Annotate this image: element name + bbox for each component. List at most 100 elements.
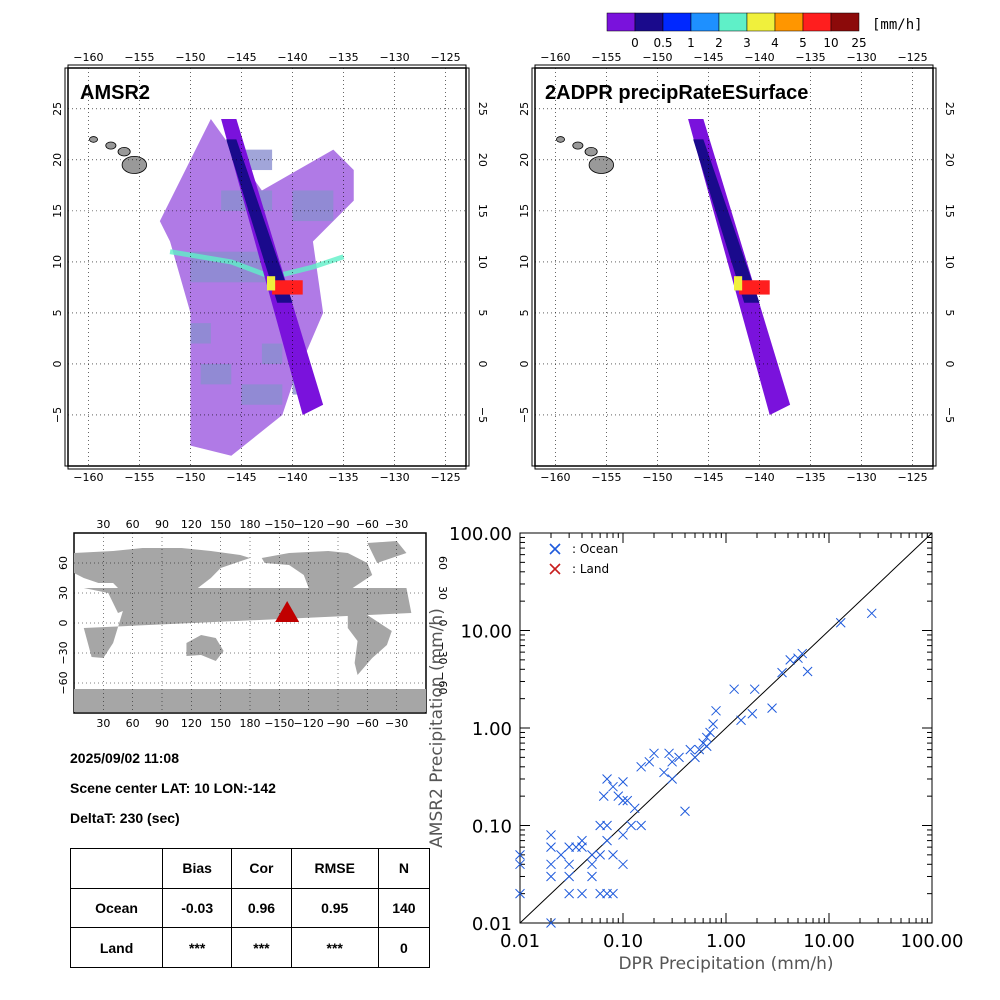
map-lat-tick-label: −5: [943, 407, 956, 423]
globe-lon-tick-label: −90: [326, 717, 349, 730]
map-lon-tick-label: −150: [642, 51, 672, 64]
continent-shape: [74, 548, 250, 613]
data-point: [546, 859, 556, 870]
map-lon-tick-label: −155: [124, 51, 154, 64]
colorbar-label: 0.5: [653, 36, 672, 50]
globe-lon-tick-label: −60: [356, 518, 379, 531]
amsr2-rain-patch: [190, 323, 211, 344]
colorbar-label: 4: [771, 36, 779, 50]
map-lon-tick-label: −130: [379, 471, 409, 484]
data-point: [564, 871, 574, 882]
map-lon-tick-label: −130: [846, 471, 876, 484]
globe-lat-tick-label: −60: [57, 671, 70, 694]
map-lon-tick-label: −125: [430, 471, 460, 484]
map-lat-tick-label: 5: [51, 309, 64, 316]
globe-lon-tick-label: −60: [356, 717, 379, 730]
map-lat-tick-label: 15: [943, 204, 956, 218]
data-point: [608, 781, 618, 792]
continent-shape: [367, 541, 407, 563]
globe-lon-tick-label: 30: [96, 518, 110, 531]
scene-center: Scene center LAT: 10 LON:-142: [70, 780, 276, 796]
y-axis-label: AMSR2 Precipitation (mm/h): [427, 608, 447, 848]
globe-lon-tick-label: 150: [210, 717, 231, 730]
data-point: [685, 744, 696, 755]
data-point: [564, 842, 574, 852]
amsr2-rain-patch: [292, 190, 334, 222]
colorbar: 0 0.5 1 2 3 4 5 10 25: [606, 12, 867, 50]
data-point: [705, 727, 715, 738]
island-shape: [89, 136, 98, 143]
data-point: [777, 667, 787, 678]
map-lon-tick-label: −145: [226, 471, 256, 484]
stats-cell: 140: [377, 887, 431, 929]
data-point: [736, 715, 746, 726]
colorbar-swatch: [634, 12, 664, 32]
stats-cell: -0.03: [162, 887, 233, 929]
data-point: [618, 795, 628, 806]
colorbar-swatch: [662, 12, 692, 32]
map-frame-bar: [67, 465, 467, 470]
globe-lon-tick-label: 180: [240, 518, 261, 531]
map-lon-tick-label: −145: [693, 471, 723, 484]
data-point: [626, 820, 637, 831]
map-lat-tick-label: 25: [943, 102, 956, 116]
map-lon-tick-label: −135: [328, 471, 358, 484]
map-lon-tick-label: −125: [897, 471, 927, 484]
data-point: [747, 708, 758, 719]
stats-cell: Land: [69, 927, 164, 968]
scene-datetime: 2025/09/02 11:08: [70, 750, 179, 766]
island-shape: [556, 136, 565, 143]
dpr-swath-core: [693, 139, 760, 303]
data-point: [618, 777, 628, 787]
data-point: [785, 654, 796, 665]
map-lon-tick-label: −125: [897, 51, 927, 64]
map-lon-tick-label: −140: [744, 51, 774, 64]
map-lon-tick-label: −140: [277, 471, 307, 484]
data-point: [618, 830, 628, 840]
globe-lon-tick-label: 90: [155, 518, 169, 531]
data-point: [595, 849, 606, 860]
map-lon-tick-label: −145: [693, 51, 723, 64]
data-point: [556, 849, 566, 860]
stats-header-cell: RMSE: [290, 848, 379, 889]
map-lat-tick-label: 10: [518, 255, 531, 269]
data-point: [694, 744, 705, 755]
data-point: [644, 756, 655, 767]
continent-shape: [261, 551, 373, 605]
map-lon-tick-label: −160: [540, 471, 570, 484]
dpr-map-panel: −160 −160 −155 −155 −150 −150 −145 −145 −140 −140…: [518, 51, 956, 484]
data-point: [618, 859, 628, 870]
map-lon-tick-label: −160: [73, 51, 103, 64]
colorbar-label: 2: [715, 36, 723, 50]
map-lat-tick-label: −5: [476, 407, 489, 423]
colorbar-label: 3: [743, 36, 751, 50]
x-tick-label: 100.00: [901, 931, 964, 952]
data-point: [608, 849, 618, 860]
scatter-plot: 0.01 0.10 1.00 10.00 100.00 0.01 0.10 1.00 10.00…: [427, 524, 963, 974]
data-point: [667, 756, 677, 767]
map-frame-bar: [64, 67, 69, 467]
delta-t: DeltaT: 230 (sec): [70, 810, 180, 826]
map-lat-tick-label: 0: [51, 360, 64, 367]
amsr2-rain-patch: [241, 384, 283, 405]
stats-header-cell: Bias: [162, 848, 233, 889]
map-lat-tick-label: 25: [518, 102, 531, 116]
globe-lat-tick-label: 60: [436, 556, 449, 570]
colorbar-label: 25: [851, 36, 866, 50]
colorbar-label: 1: [687, 36, 695, 50]
stats-cell: 0.95: [290, 887, 379, 929]
globe-lat-tick-label: 30: [57, 586, 70, 600]
colorbar-label: 5: [799, 36, 807, 50]
map-lat-tick-label: 5: [943, 309, 956, 316]
stats-header-cell: [69, 848, 164, 889]
data-point: [546, 830, 556, 840]
dpr-panel-title: 2ADPR precipRateESurface: [545, 82, 809, 104]
antarctica-shape: [74, 689, 426, 712]
map-lat-tick-label: 15: [518, 204, 531, 218]
map-lat-tick-label: 10: [51, 255, 64, 269]
data-point: [564, 888, 574, 899]
data-point: [587, 871, 597, 882]
stats-cell: 0: [377, 927, 431, 968]
map-lat-tick-label: 25: [51, 102, 64, 116]
